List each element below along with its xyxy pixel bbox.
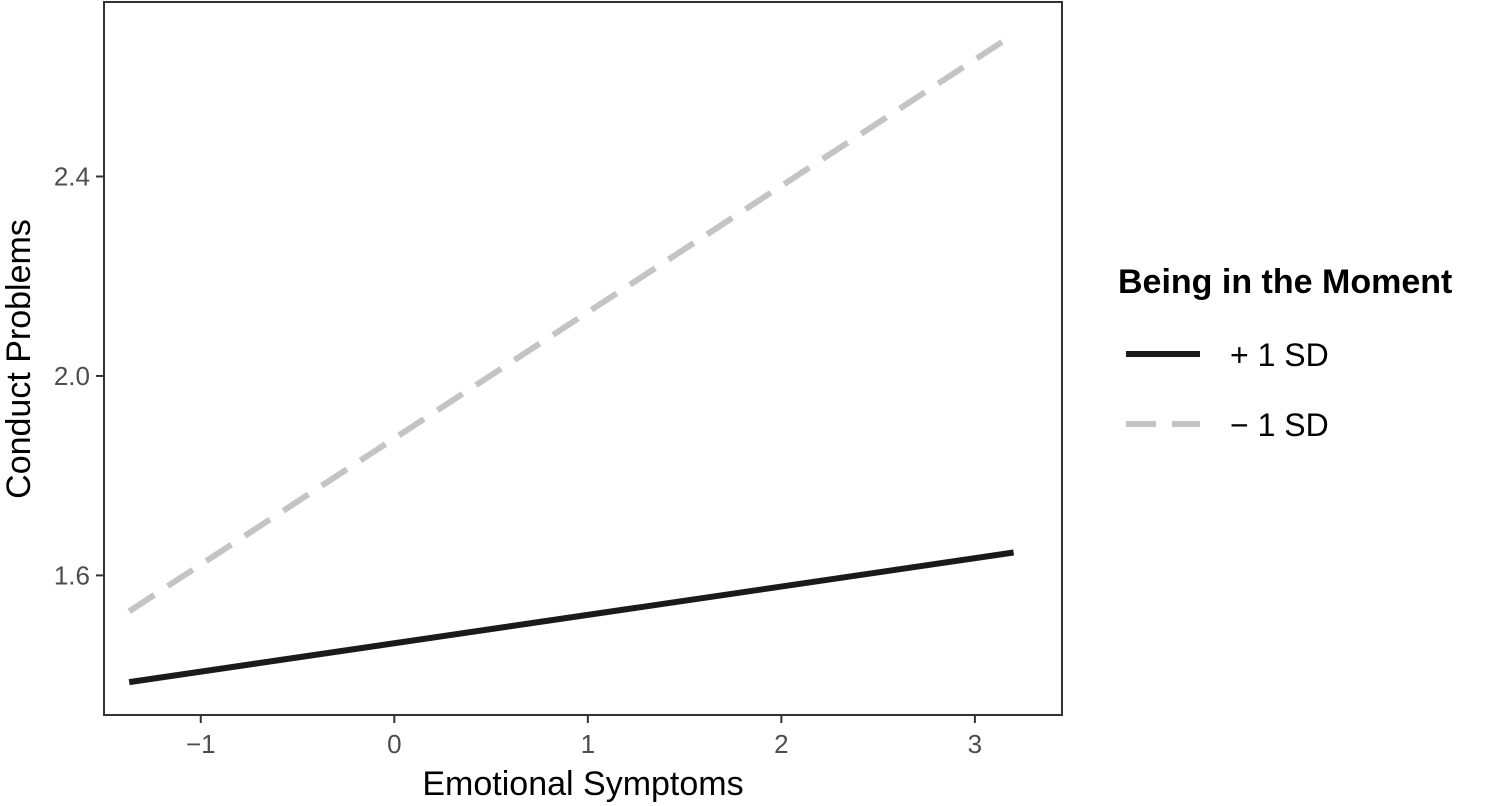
series-layer (127, 31, 1016, 686)
legend-label-2: − 1 SD (1230, 407, 1329, 443)
y-axis: 1.6 2.0 2.4 (54, 162, 104, 590)
x-axis: −1 0 1 2 3 (186, 715, 982, 759)
y-axis-title: Conduct Problems (0, 219, 38, 499)
x-tick-label: 1 (581, 729, 595, 759)
series-line-1 (128, 549, 1015, 686)
plot-panel (103, 1, 1063, 716)
x-tick-label: −1 (186, 729, 216, 759)
y-tick-label: 2.0 (54, 361, 90, 391)
legend-items: + 1 SD − 1 SD (1126, 337, 1329, 443)
legend-title: Being in the Moment (1118, 263, 1452, 301)
x-tick-label: 3 (968, 729, 982, 759)
x-axis-title: Emotional Symptoms (422, 765, 743, 803)
legend: Being in the Moment + 1 SD − 1 SD (1118, 263, 1452, 443)
y-tick-label: 2.4 (54, 162, 90, 192)
x-tick-label: 0 (387, 729, 401, 759)
x-tick-label: 2 (774, 729, 788, 759)
legend-label-1: + 1 SD (1230, 337, 1329, 373)
series-line-2 (127, 31, 1016, 614)
y-tick-label: 1.6 (54, 560, 90, 590)
